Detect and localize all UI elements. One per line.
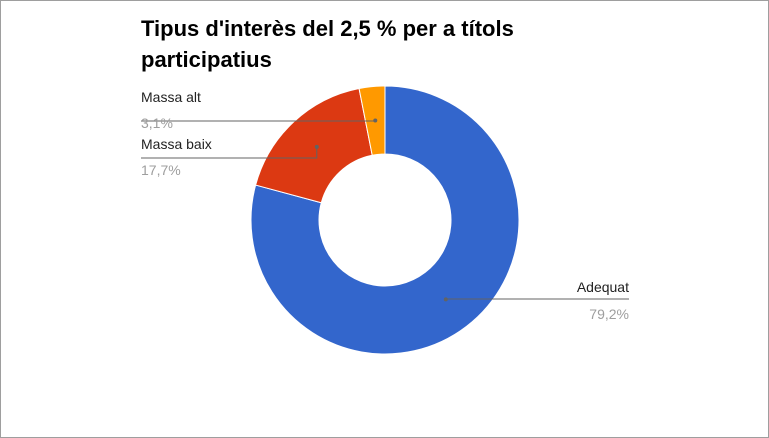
chart-title: Tipus d'interès del 2,5 % per a títols p… — [141, 16, 514, 72]
slice-label-massa-alt: Massa alt — [141, 89, 201, 105]
slice-value-massa-alt: 3,1% — [141, 115, 173, 131]
slice-massa-baix[interactable] — [255, 87, 373, 204]
slice-value-adequat: 79,2% — [589, 306, 629, 322]
leader-dot-massa-alt — [373, 118, 378, 123]
slice-label-massa-baix: Massa baix — [141, 136, 212, 152]
slice-adequat[interactable] — [250, 85, 520, 355]
leader-dot-massa-baix — [314, 144, 319, 149]
leader-line-massa-alt — [141, 120, 376, 122]
slice-label-adequat: Adequat — [577, 279, 629, 295]
slice-value-massa-baix: 17,7% — [141, 162, 181, 178]
leader-line-massa-baix — [141, 146, 318, 159]
leader-dot-adequat — [443, 297, 448, 302]
